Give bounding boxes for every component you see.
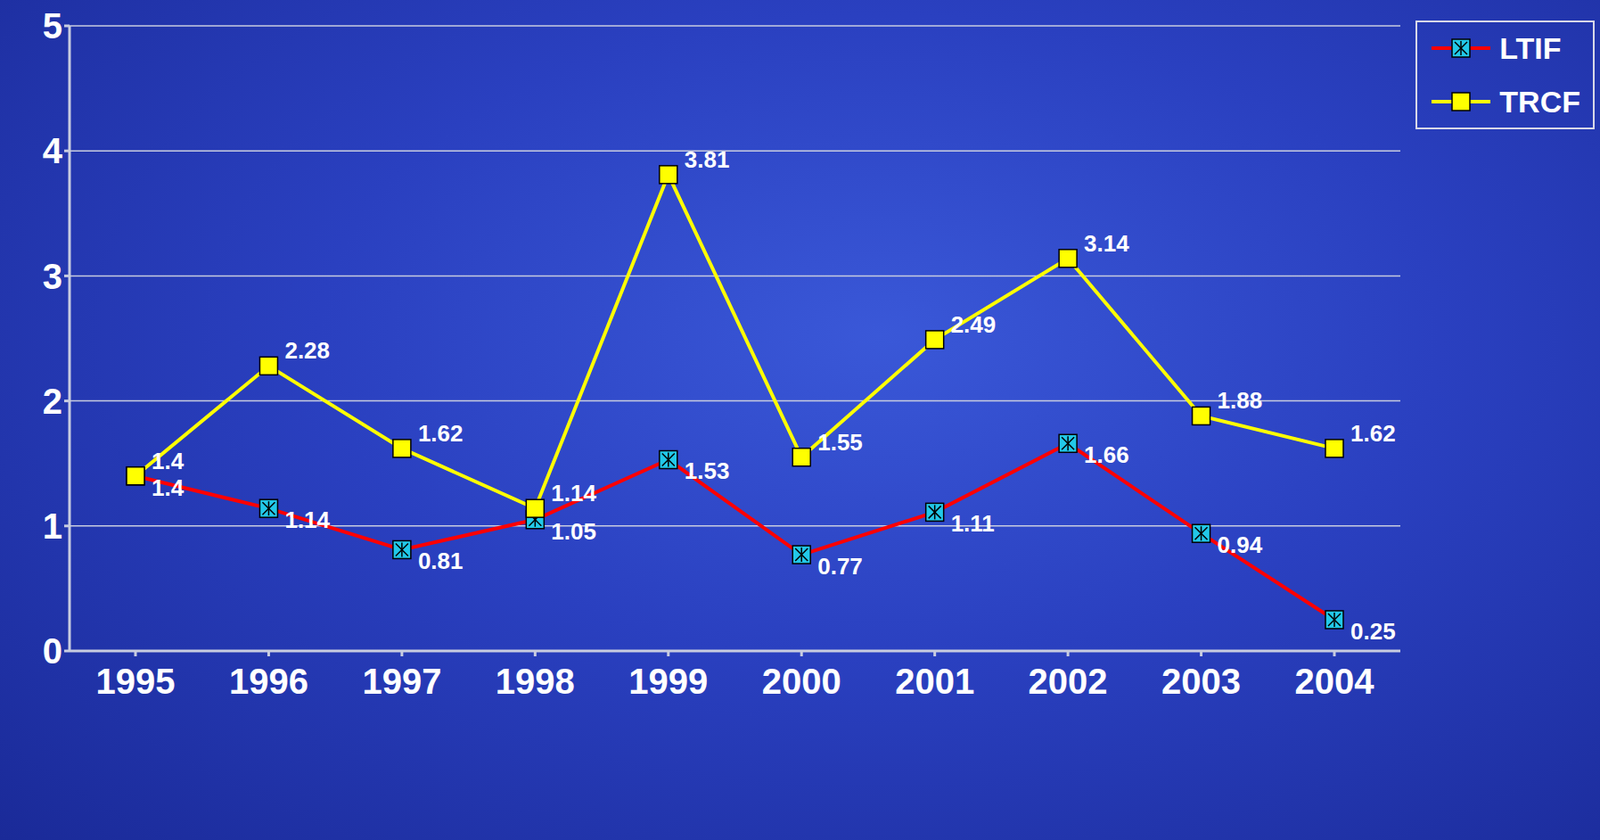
- svg-text:1.11: 1.11: [951, 509, 995, 537]
- svg-text:1.88: 1.88: [1217, 386, 1264, 414]
- svg-text:2000: 2000: [762, 661, 842, 701]
- svg-text:0: 0: [42, 631, 63, 671]
- svg-text:1.4: 1.4: [151, 447, 185, 475]
- svg-text:1: 1: [42, 506, 63, 546]
- svg-text:1.53: 1.53: [684, 457, 731, 485]
- svg-text:2002: 2002: [1028, 661, 1108, 701]
- svg-text:2: 2: [42, 381, 63, 421]
- svg-text:5: 5: [42, 6, 63, 46]
- svg-text:1.66: 1.66: [1083, 441, 1130, 468]
- svg-text:1999: 1999: [628, 661, 708, 701]
- svg-text:1.62: 1.62: [1350, 419, 1396, 447]
- svg-text:2.49: 2.49: [951, 311, 997, 338]
- svg-text:1995: 1995: [96, 661, 176, 701]
- svg-text:2.28: 2.28: [284, 336, 330, 364]
- svg-text:2003: 2003: [1161, 661, 1241, 701]
- svg-text:3.81: 3.81: [684, 146, 731, 173]
- svg-text:1.55: 1.55: [817, 428, 863, 456]
- svg-text:0.94: 0.94: [1217, 531, 1264, 558]
- svg-text:1.14: 1.14: [550, 479, 597, 507]
- svg-text:1996: 1996: [229, 661, 309, 701]
- html-text:LTIF: LTIF: [1499, 31, 1562, 66]
- svg-text:0.77: 0.77: [817, 552, 863, 580]
- svg-text:1.4: 1.4: [151, 474, 185, 501]
- svg-text:2004: 2004: [1295, 661, 1376, 701]
- svg-text:1.14: 1.14: [284, 506, 330, 534]
- svg-text:1.05: 1.05: [550, 517, 597, 545]
- svg-text:3: 3: [42, 256, 63, 296]
- svg-text:2001: 2001: [894, 661, 975, 701]
- svg-text:1.62: 1.62: [418, 419, 464, 447]
- svg-text:4: 4: [42, 131, 64, 171]
- html-text:TRCF: TRCF: [1499, 84, 1581, 119]
- svg-text:0.25: 0.25: [1350, 617, 1396, 645]
- svg-text:1997: 1997: [361, 661, 442, 701]
- svg-text:1998: 1998: [495, 661, 575, 701]
- svg-text:3.14: 3.14: [1083, 229, 1130, 257]
- svg-text:0.81: 0.81: [418, 547, 464, 575]
